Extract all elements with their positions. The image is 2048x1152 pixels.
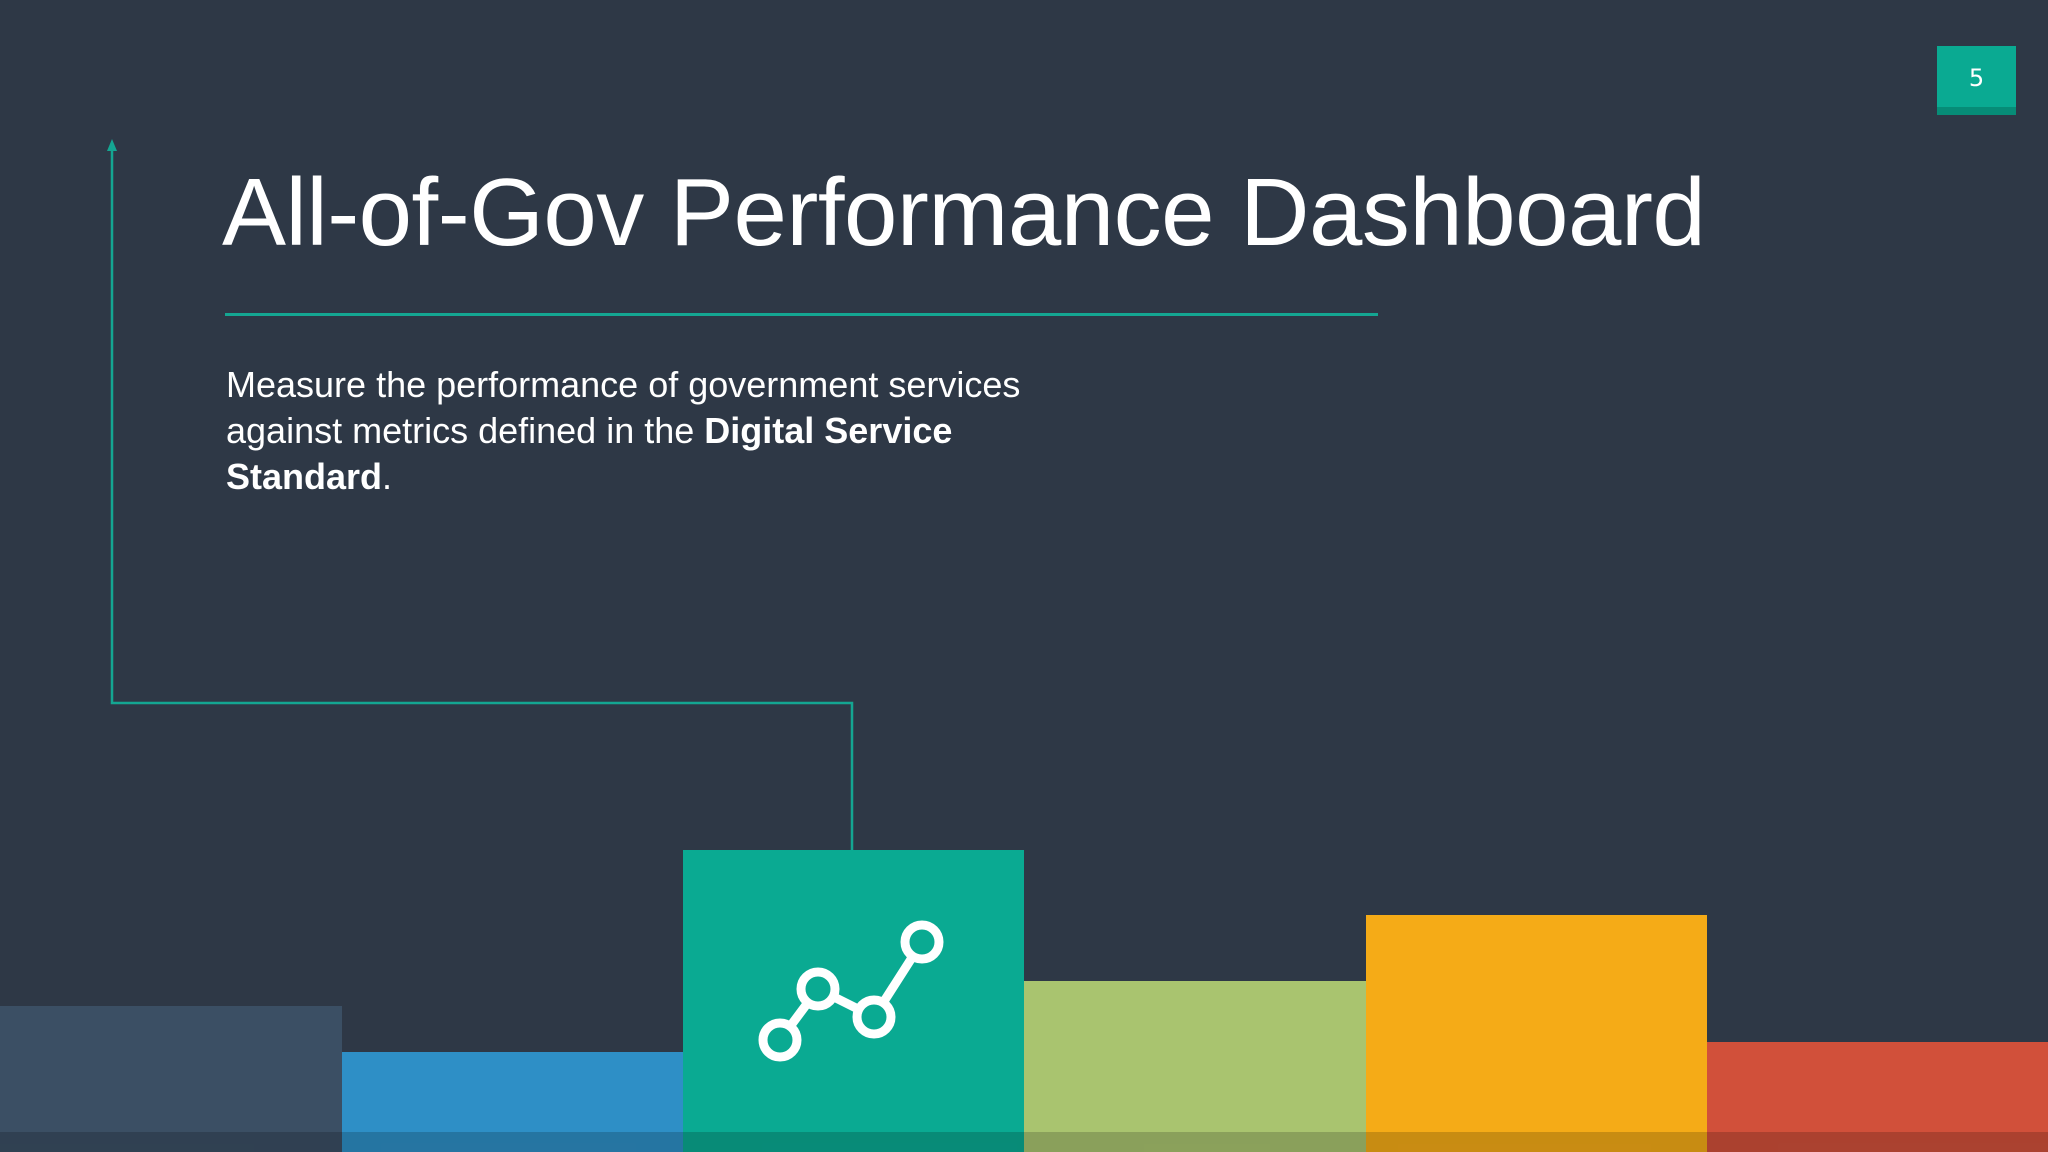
block-slate — [0, 1006, 342, 1152]
block-blue — [342, 1052, 683, 1152]
block-teal — [683, 850, 1024, 1152]
block-green — [1024, 981, 1366, 1152]
subtitle-bold-standard: Standard — [226, 456, 383, 497]
title-divider — [225, 313, 1378, 316]
slide-subtitle: Measure the performance of government se… — [226, 362, 1146, 500]
subtitle-bold-service: Digital Service — [704, 410, 953, 451]
page-number: 5 — [1968, 63, 1985, 92]
page-number-badge: 5 — [1937, 46, 2016, 115]
subtitle-period: . — [382, 456, 393, 497]
line-chart-icon — [758, 920, 944, 1062]
slide-title: All-of-Gov Performance Dashboard — [222, 159, 1706, 266]
block-red — [1707, 1042, 2048, 1152]
block-orange — [1366, 915, 1707, 1152]
subtitle-text: Measure the performance of government se… — [226, 364, 1021, 451]
